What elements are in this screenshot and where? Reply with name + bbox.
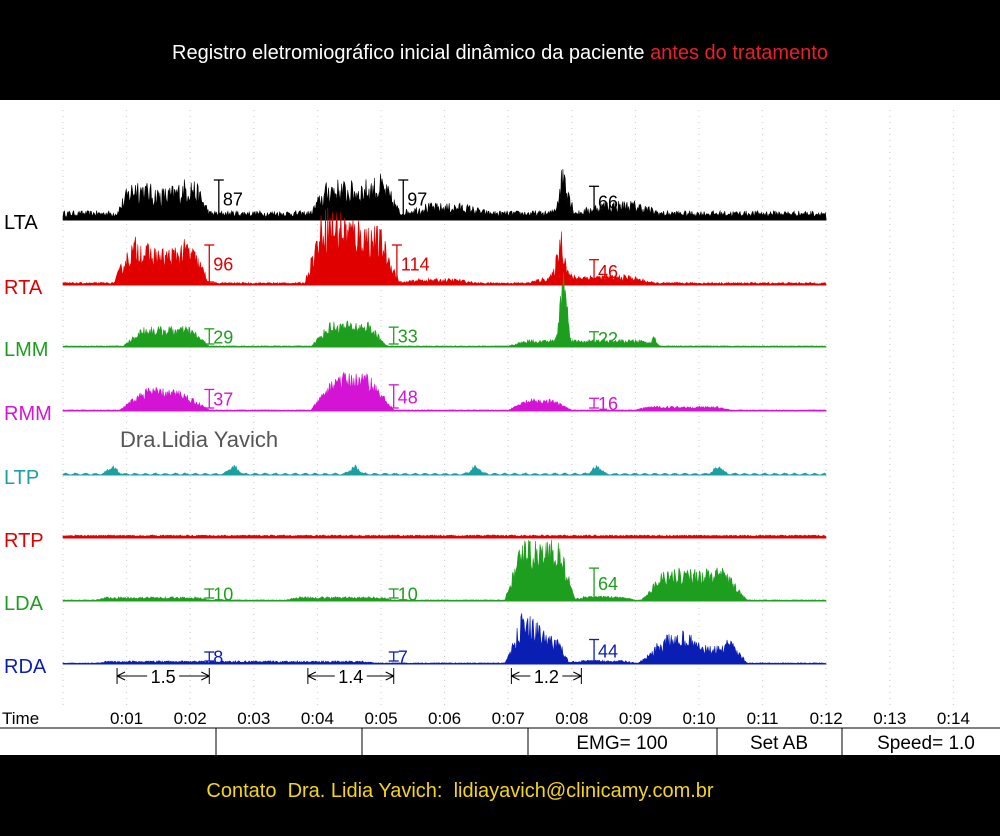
trace-rtp bbox=[62, 534, 827, 539]
emg-panel: LTA 87 97 66 RTA 96 114 46 LMM 29 33 22 RMM 37 48 16 LTP… bbox=[0, 100, 1000, 755]
chart-title: Registro eletromiográfico inicial dinâmi… bbox=[0, 42, 1000, 65]
chart-title-main: Registro eletromiográfico inicial dinâmi… bbox=[172, 42, 651, 64]
status-emg: EMG= 100 bbox=[576, 733, 667, 754]
marker-value-lmm: 22 bbox=[598, 329, 618, 349]
marker-value-rmm: 37 bbox=[213, 390, 233, 410]
x-tick-label: 0:13 bbox=[873, 709, 906, 728]
contact-footer: Contato Dra. Lidia Yavich: lidiayavich@c… bbox=[206, 780, 714, 802]
marker-value-lda: 64 bbox=[598, 574, 618, 594]
label-lda: LDA bbox=[4, 593, 44, 615]
duration-arrows bbox=[511, 671, 582, 681]
trace-rmm bbox=[62, 371, 827, 412]
marker-value-rda: 8 bbox=[213, 648, 223, 668]
label-rda: RDA bbox=[4, 656, 47, 678]
duration-arrows bbox=[116, 671, 210, 681]
x-axis-label: Time bbox=[2, 709, 39, 728]
marker-value-lda: 10 bbox=[213, 585, 233, 605]
marker-value-rda: 7 bbox=[398, 648, 408, 668]
x-tick-label: 0:06 bbox=[428, 709, 461, 728]
duration-label-bg bbox=[334, 666, 367, 686]
duration-label: 1.2 bbox=[534, 667, 559, 687]
x-tick-label: 0:07 bbox=[492, 709, 525, 728]
trace-rda bbox=[62, 613, 827, 665]
status-speed: Speed= 1.0 bbox=[877, 733, 975, 754]
label-rmm: RMM bbox=[4, 403, 52, 425]
marker-value-rta: 46 bbox=[598, 262, 618, 282]
x-tick-label: 0:02 bbox=[174, 709, 207, 728]
label-lta: LTA bbox=[4, 212, 38, 234]
trace-lmm bbox=[62, 272, 827, 348]
marker-value-lda: 10 bbox=[398, 585, 418, 605]
marker-value-rmm: 16 bbox=[598, 394, 618, 414]
x-tick-label: 0:09 bbox=[619, 709, 652, 728]
x-tick-label: 0:05 bbox=[364, 709, 397, 728]
duration-arrows bbox=[307, 671, 394, 681]
x-tick-label: 0:11 bbox=[747, 709, 779, 728]
x-tick-label: 0:03 bbox=[237, 709, 270, 728]
x-tick-label: 0:04 bbox=[301, 709, 334, 728]
duration-label-bg bbox=[147, 666, 180, 686]
duration-label: 1.4 bbox=[338, 667, 363, 687]
marker-value-rda: 44 bbox=[598, 641, 618, 661]
status-set: Set AB bbox=[750, 733, 808, 754]
x-tick-label: 0:14 bbox=[937, 709, 970, 728]
x-tick-label: 0:10 bbox=[682, 709, 715, 728]
x-tick-label: 0:08 bbox=[555, 709, 588, 728]
trace-lta bbox=[62, 168, 827, 221]
chart-title-highlight: antes do tratamento bbox=[650, 42, 828, 64]
marker-value-lta: 97 bbox=[407, 190, 427, 210]
x-tick-label: 0:12 bbox=[810, 709, 843, 728]
duration-label-bg bbox=[530, 666, 563, 686]
trace-lda bbox=[62, 539, 827, 602]
marker-value-lmm: 33 bbox=[398, 327, 418, 347]
duration-label: 1.5 bbox=[151, 667, 176, 687]
x-tick-label: 0:01 bbox=[110, 709, 143, 728]
label-rta: RTA bbox=[4, 277, 43, 299]
marker-value-rmm: 48 bbox=[398, 387, 418, 407]
label-rtp: RTP bbox=[4, 530, 44, 552]
marker-value-rta: 114 bbox=[401, 255, 430, 275]
marker-value-lmm: 29 bbox=[213, 327, 233, 347]
watermark: Dra.Lidia Yavich bbox=[120, 427, 278, 452]
marker-value-lta: 87 bbox=[223, 190, 243, 210]
trace-ltp bbox=[62, 464, 827, 476]
trace-rta bbox=[62, 207, 827, 286]
label-lmm: LMM bbox=[4, 339, 48, 361]
marker-value-rta: 96 bbox=[213, 255, 233, 275]
label-ltp: LTP bbox=[4, 467, 39, 489]
marker-value-lta: 66 bbox=[598, 193, 618, 213]
